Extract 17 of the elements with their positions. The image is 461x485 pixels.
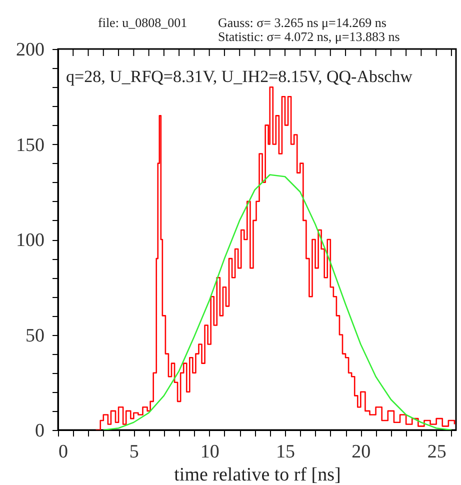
x-tick-label: 0 (58, 442, 68, 462)
y-tick-label: 0 (35, 420, 44, 442)
text: Gauss: σ= 3.265 ns μ=14.269 ns (218, 15, 386, 30)
x-tick-label: 5 (129, 442, 139, 462)
x-tick-label: 20 (352, 442, 371, 462)
x-tick-label: 15 (276, 442, 295, 462)
y-tick-label: 200 (16, 40, 44, 60)
x-tick-label: 10 (200, 442, 220, 462)
text: Statistic: σ= 4.072 ns, μ=13.883 ns (218, 29, 400, 44)
line-series (102, 174, 452, 430)
x-tick-label: 25 (427, 442, 446, 462)
text: file: u_0808_001 (98, 15, 188, 30)
y-tick-label: 100 (16, 230, 44, 251)
y-tick-label: 150 (16, 134, 44, 156)
y-tick-label: 50 (26, 325, 44, 346)
annotation: q=28, U_RFQ=8.31V, U_IH2=8.15V, QQ-Abschw (66, 67, 414, 86)
x-axis-title: time relative to rf [ns] (174, 464, 341, 485)
